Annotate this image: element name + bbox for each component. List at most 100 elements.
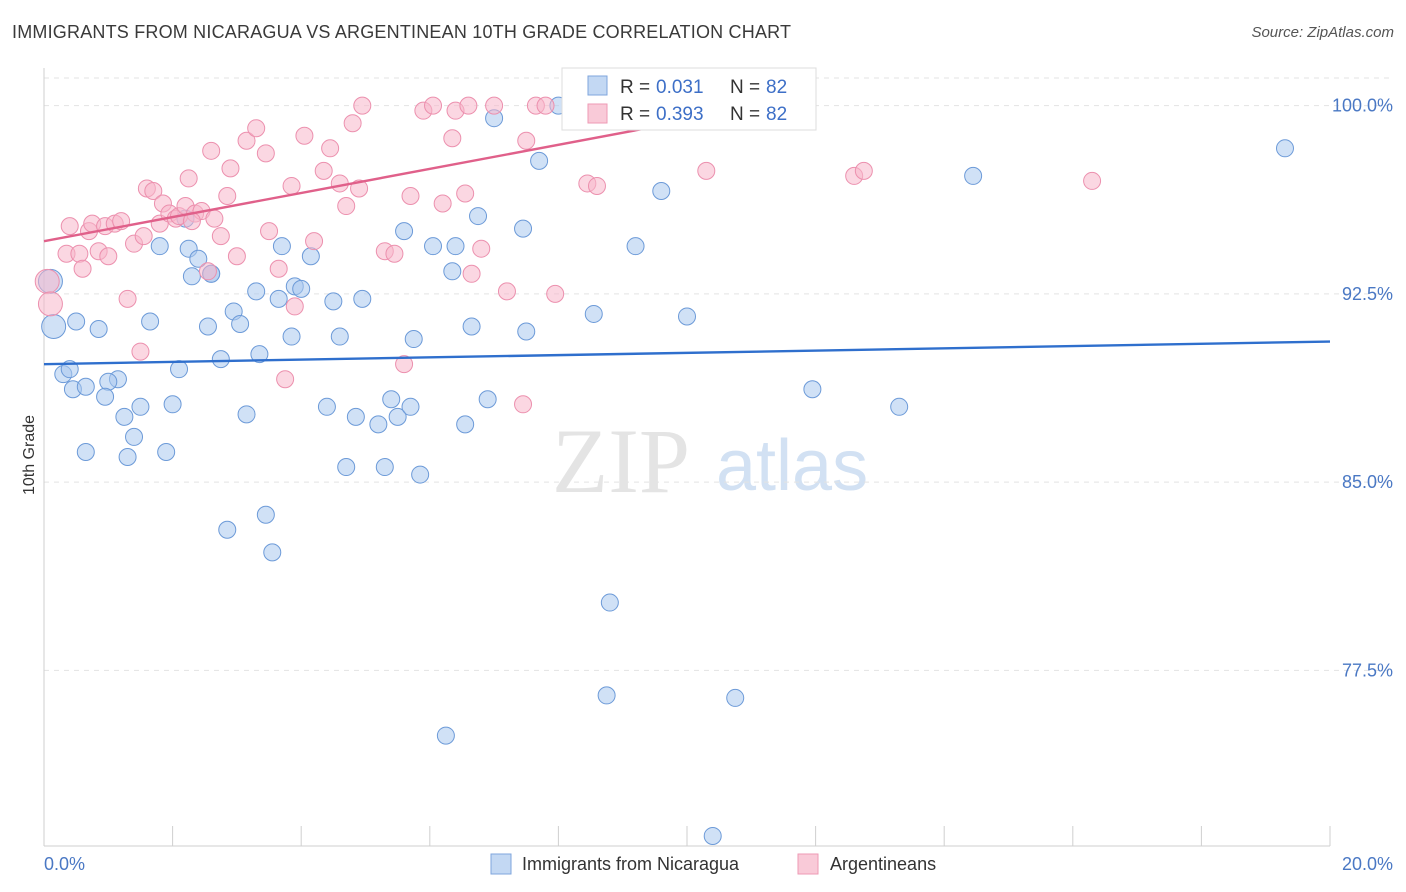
argentinean-point <box>221 159 240 178</box>
nicaragua-point <box>395 222 414 241</box>
argentinean-point <box>237 131 256 150</box>
nicaragua-point <box>346 407 365 426</box>
nicaragua-point <box>600 593 619 612</box>
argentinean-point <box>256 144 275 163</box>
nicaragua-point <box>404 330 423 349</box>
nicaragua-point <box>436 726 455 745</box>
nicaragua-point <box>163 395 182 414</box>
nicaragua-point <box>584 304 603 323</box>
argentinean-point <box>433 194 452 213</box>
argentinean-point <box>34 268 60 294</box>
y-tick-label: 92.5% <box>1342 284 1393 304</box>
nicaragua-point <box>131 397 150 416</box>
argentinean-point <box>227 247 246 266</box>
watermark-atlas: atlas <box>716 426 868 506</box>
argentinean-point <box>70 244 89 263</box>
bottom-legend-swatch-nicaragua <box>490 853 512 875</box>
nicaragua-point <box>218 520 237 539</box>
legend-n-label-2: N = <box>730 104 760 125</box>
argentinean-point <box>247 119 266 138</box>
argentinean-point <box>202 141 221 160</box>
argentinean-point <box>546 284 565 303</box>
nicaragua-point <box>1275 139 1294 158</box>
argentinean-point <box>854 161 873 180</box>
nicaragua-point <box>237 405 256 424</box>
argentinean-point <box>99 247 118 266</box>
legend-r-value-2: 0.393 <box>656 104 704 125</box>
legend-n-label-1: N = <box>730 77 760 98</box>
legend-swatch-nicaragua <box>587 75 608 96</box>
nicaragua-point <box>726 688 745 707</box>
bottom-legend-label-nicaragua: Immigrants from Nicaragua <box>522 854 740 874</box>
nicaragua-point <box>247 282 266 301</box>
gridlines <box>44 77 1392 671</box>
argentinean-point <box>485 96 504 115</box>
legend-n-value-2: 82 <box>766 104 787 125</box>
nicaragua-point <box>652 181 671 200</box>
argentinean-point <box>282 176 301 195</box>
argentinean-point <box>37 291 63 317</box>
argentinean-point <box>134 227 153 246</box>
nicaragua-point <box>41 313 67 339</box>
x-tick-labels: 0.0% 20.0% <box>44 854 1393 874</box>
nicaragua-point <box>141 312 160 331</box>
nicaragua-point <box>170 360 189 379</box>
legend-n-value-1: 82 <box>766 77 787 98</box>
argentinean-point <box>456 184 475 203</box>
legend-r-value-1: 0.031 <box>656 77 704 98</box>
nicaragua-point <box>375 458 394 477</box>
nicaragua-point <box>517 322 536 341</box>
argentinean-point <box>269 259 288 278</box>
nicaragua-point <box>115 407 134 426</box>
nicaragua-point <box>369 415 388 434</box>
nicaragua-point <box>324 292 343 311</box>
argentinean-point <box>517 131 536 150</box>
legend-top: R = 0.031 N = 82 R = 0.393 N = 82 <box>561 67 817 131</box>
argentinean-point <box>1083 171 1102 190</box>
argentinean-point <box>131 342 150 361</box>
y-axis-title: 10th Grade <box>21 415 38 495</box>
nicaragua-point <box>292 279 311 298</box>
axes <box>43 68 1331 847</box>
argentinean-point <box>443 129 462 148</box>
x-tick-label-end: 20.0% <box>1342 854 1393 874</box>
nicaragua-point <box>96 387 115 406</box>
argentinean-point <box>73 259 92 278</box>
nicaragua-point <box>269 289 288 308</box>
argentinean-point <box>305 232 324 251</box>
nicaragua-point <box>76 377 95 396</box>
nicaragua-point <box>411 465 430 484</box>
nicaragua-point <box>263 543 282 562</box>
legend-swatch-argentinean <box>587 103 608 124</box>
nicaragua-point <box>469 207 488 226</box>
argentinean-point <box>350 179 369 198</box>
argentinean-point <box>321 139 340 158</box>
argentinean-point <box>385 244 404 263</box>
chart-source: Source: ZipAtlas.com <box>1251 24 1394 41</box>
nicaragua-point <box>250 345 269 364</box>
argentinean-point <box>459 96 478 115</box>
argentinean-point <box>337 197 356 216</box>
nicaragua-point <box>99 372 118 391</box>
argentinean-point <box>343 114 362 133</box>
argentinean-point <box>353 96 372 115</box>
nicaragua-point <box>118 448 137 466</box>
argentinean-point <box>285 297 304 316</box>
argentinean-point <box>211 227 230 246</box>
nicaragua-point <box>446 237 465 256</box>
nicaragua-point <box>301 247 320 266</box>
y-tick-label: 100.0% <box>1332 96 1393 116</box>
argentinean-point <box>118 289 137 308</box>
y-tick-label: 77.5% <box>1342 660 1393 680</box>
argentinean-point <box>587 176 606 195</box>
nicaragua-point <box>182 267 201 286</box>
nicaragua-point <box>231 314 250 333</box>
argentinean-point <box>295 126 314 145</box>
nicaragua-point <box>256 505 275 524</box>
nicaragua-point <box>626 237 645 256</box>
nicaragua-point <box>678 307 696 326</box>
legend-r-label-2: R = <box>620 104 650 125</box>
legend-bottom: Immigrants from Nicaragua Argentineans <box>490 853 936 875</box>
nicaragua-point <box>514 219 533 238</box>
